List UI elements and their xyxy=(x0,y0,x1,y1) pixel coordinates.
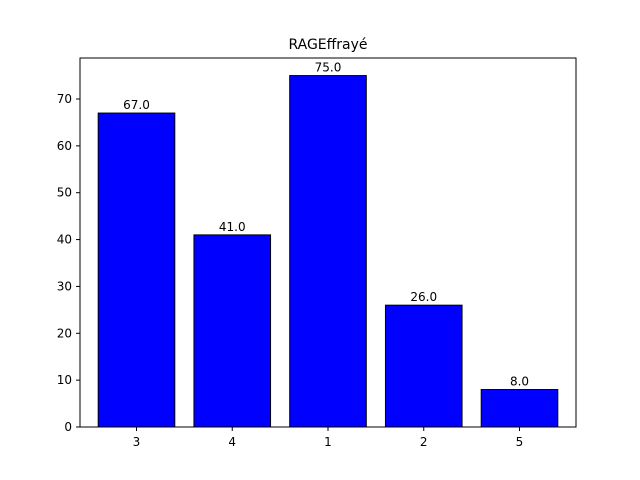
y-tick-label: 30 xyxy=(57,279,72,293)
x-tick-label: 3 xyxy=(133,435,141,449)
data-label-5: 8.0 xyxy=(510,375,529,389)
data-label-3: 67.0 xyxy=(123,98,150,112)
bar-2 xyxy=(384,304,463,428)
bar-3 xyxy=(97,112,176,428)
data-label-2: 26.0 xyxy=(410,290,437,304)
y-tick-label: 50 xyxy=(57,186,72,200)
x-tick-label: 2 xyxy=(420,435,428,449)
x-tick-label: 1 xyxy=(324,435,332,449)
y-tick-label: 60 xyxy=(57,139,72,153)
x-tick-label: 4 xyxy=(228,435,236,449)
x-tick-label: 5 xyxy=(516,435,524,449)
bar-5 xyxy=(480,389,559,428)
y-tick-label: 0 xyxy=(64,420,72,434)
y-tick-label: 20 xyxy=(57,326,72,340)
data-label-4: 41.0 xyxy=(219,220,246,234)
chart-title: RAGEffrayé xyxy=(288,37,367,53)
data-label-1: 75.0 xyxy=(315,61,342,75)
y-tick-label: 70 xyxy=(57,92,72,106)
y-tick-label: 10 xyxy=(57,373,72,387)
axes-frame xyxy=(79,57,577,428)
bar-1 xyxy=(289,75,367,428)
y-tick-label: 40 xyxy=(57,233,72,247)
bar-4 xyxy=(193,234,272,428)
